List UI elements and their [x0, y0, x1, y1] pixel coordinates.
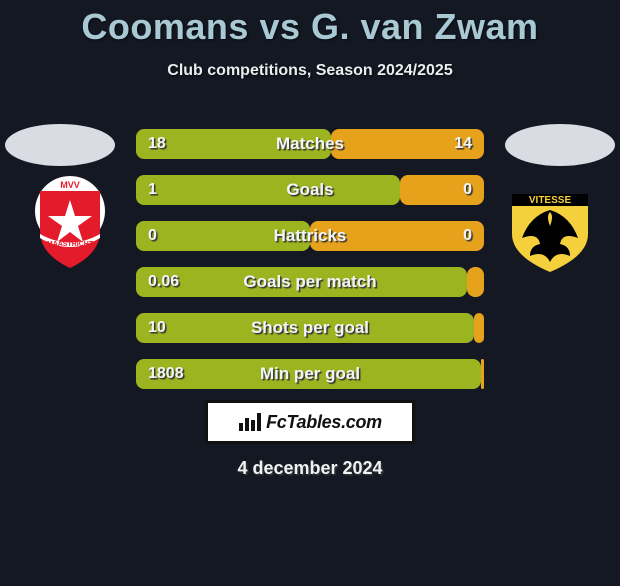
svg-text:VITESSE: VITESSE	[529, 195, 572, 206]
stat-value-left: 18	[148, 129, 166, 159]
stat-bar-left	[136, 221, 310, 251]
player-photo-right	[505, 124, 615, 166]
stat-value-right: 0	[463, 175, 472, 205]
svg-text:MVV: MVV	[60, 180, 80, 190]
stat-row: 00Hattricks	[136, 221, 484, 251]
page-subtitle: Club competitions, Season 2024/2025	[0, 62, 620, 80]
club-badge-left: MAASTRICHT MVV	[20, 176, 120, 276]
stat-bars: 1814Matches10Goals00Hattricks0.06Goals p…	[136, 129, 484, 405]
stat-value-right: 0	[463, 221, 472, 251]
bar-chart-icon	[238, 412, 262, 432]
stat-row: 10Goals	[136, 175, 484, 205]
stat-row: 10Shots per goal	[136, 313, 484, 343]
stat-bar-left	[136, 359, 481, 389]
stat-value-left: 1808	[148, 359, 184, 389]
player-photo-left	[5, 124, 115, 166]
fctables-label: FcTables.com	[266, 412, 382, 433]
stat-bar-left	[136, 267, 467, 297]
stat-value-right: 14	[454, 129, 472, 159]
page-title: Coomans vs G. van Zwam	[0, 6, 620, 48]
footer-date: 4 december 2024	[0, 458, 620, 479]
stat-row: 1808Min per goal	[136, 359, 484, 389]
stat-value-left: 1	[148, 175, 157, 205]
stat-value-left: 0.06	[148, 267, 179, 297]
stat-bar-left	[136, 175, 400, 205]
stat-bar-right	[467, 267, 484, 297]
fctables-badge: FcTables.com	[205, 400, 415, 444]
stat-value-left: 10	[148, 313, 166, 343]
stat-bar-right	[310, 221, 484, 251]
stat-value-left: 0	[148, 221, 157, 251]
club-badge-right: VITESSE	[500, 176, 600, 276]
stat-row: 0.06Goals per match	[136, 267, 484, 297]
stat-row: 1814Matches	[136, 129, 484, 159]
stat-bar-left	[136, 313, 474, 343]
svg-text:MAASTRICHT: MAASTRICHT	[47, 241, 94, 248]
stat-bar-right	[474, 313, 484, 343]
stat-bar-right	[481, 359, 484, 389]
